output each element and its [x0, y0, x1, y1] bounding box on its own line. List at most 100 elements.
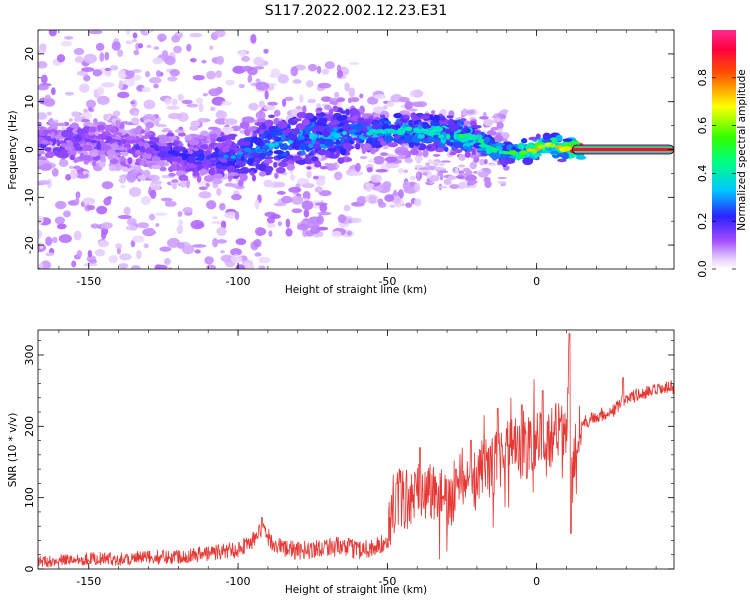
spectrogram-ridge-cell: [249, 152, 261, 157]
spectrogram-noise-cell: [328, 97, 338, 102]
spectrogram-noise-cell: [458, 154, 466, 162]
spectrogram-ridge-cell: [449, 151, 457, 156]
spectrogram-ridge-cell: [151, 164, 162, 170]
spectrogram-noise-cell: [373, 94, 387, 100]
spectrogram-noise-cell: [303, 209, 310, 218]
spectrogram-ridge-cell: [273, 149, 284, 155]
spectrogram-noise-cell: [334, 91, 340, 98]
spectrogram-noise-cell: [297, 223, 310, 231]
spectrogram-noise-cell: [99, 52, 105, 62]
spectrogram-noise-cell: [359, 93, 364, 99]
spectrogram-tone-outline: [572, 144, 674, 155]
spectrogram-noise-cell: [62, 210, 71, 218]
spectrogram-noise-cell: [94, 248, 106, 257]
spectrogram-ridge-cell: [53, 119, 59, 123]
spectrogram-noise-cell: [276, 191, 286, 195]
spectrogram-ridge-cell: [251, 174, 257, 182]
spectrogram-noise-cell: [123, 206, 131, 216]
spectrogram-y-ticks: -20 -10 0 10 20: [23, 29, 674, 270]
spectrogram-ridge-cell: [448, 123, 459, 132]
spectrogram-noise-cell: [197, 181, 207, 185]
spectrogram-noise-cell: [143, 99, 156, 110]
spectrogram-noise-cell: [306, 170, 312, 179]
spectrogram-ridge-cell: [377, 137, 384, 142]
spectrogram-noise-cell: [250, 33, 257, 44]
spectrogram-noise-cell: [133, 49, 140, 56]
spectrogram-noise-cell: [254, 199, 260, 210]
colorbar-ticks: 0.0 0.2 0.4 0.6 0.8: [696, 69, 736, 278]
spectrogram-x-tick-label: 0: [533, 275, 540, 288]
spectrogram-noise-cell: [443, 178, 452, 186]
spectrogram-noise-cell: [173, 45, 182, 54]
spectrogram-noise-cell: [255, 81, 270, 91]
spectrogram-noise-cell: [181, 99, 193, 105]
spectrogram-noise-cell: [438, 161, 445, 167]
spectrogram-ridge-cell: [308, 143, 314, 149]
spectrogram-noise-cell: [190, 219, 205, 230]
spectrogram-noise-cell: [258, 100, 265, 109]
spectrogram-ridge-cell: [141, 135, 150, 140]
spectrogram-noise-cell: [473, 155, 480, 163]
spectrogram-noise-cell: [87, 250, 93, 258]
spectrogram-ridge-cell: [421, 140, 431, 144]
spectrogram-ridge-cell: [239, 173, 248, 182]
spectrogram-ridge-cell: [334, 145, 344, 149]
spectrogram-noise-cell: [38, 180, 50, 185]
spectrogram-noise-cell: [462, 108, 469, 117]
spectrogram-ridge-cell: [46, 151, 55, 159]
spectrogram-ridge-cell: [340, 120, 350, 124]
spectrogram-noise-cell: [194, 249, 201, 254]
spectrogram-noise-cell: [117, 91, 130, 99]
spectrogram-ridge-cell: [83, 108, 89, 113]
spectrogram-ridge-cell: [127, 157, 133, 165]
spectrogram-ridge-cell: [139, 146, 146, 154]
spectrogram-ridge-cell: [188, 138, 200, 146]
spectrogram-ridge-cell: [68, 165, 74, 170]
spectrogram-ridge-cell: [349, 96, 360, 103]
spectrogram-noise-cell: [366, 166, 373, 173]
spectrogram-ridge-cell: [100, 144, 111, 151]
spectrogram-noise-cell: [434, 167, 445, 171]
spectrogram-ridge-cell: [324, 138, 335, 147]
spectrogram-ridge-cell: [220, 158, 228, 163]
spectrogram-ridge-core: [537, 144, 546, 149]
spectrogram-noise-cell: [136, 249, 142, 260]
spectrogram-ridge-cell: [499, 153, 509, 159]
spectrogram-noise-cell: [455, 175, 465, 179]
spectrogram-noise-cell: [38, 61, 48, 69]
spectrogram-ridge-cell: [56, 122, 67, 127]
spectrogram-ridge-cell: [277, 120, 288, 129]
spectrogram-noise-cell: [106, 196, 113, 200]
spectrogram-ridge-cell: [372, 142, 378, 146]
spectrogram-ridge-cell: [224, 160, 236, 168]
spectrogram-noise-cell: [70, 169, 78, 180]
spectrogram-ridge-cell: [89, 139, 98, 144]
spectrogram-noise-cell: [131, 264, 141, 269]
spectrogram-ridge-cell: [47, 119, 53, 124]
spectrogram-ridge-cell: [134, 161, 140, 166]
colorbar-tick-label: 0.0: [696, 260, 709, 278]
spectrogram-ridge-core: [508, 150, 517, 155]
spectrogram-ridge-cell: [471, 148, 476, 156]
spectrogram-ridge-cell: [230, 135, 236, 141]
spectrogram-ridge-cell: [411, 114, 419, 122]
spectrogram-ridge-cell: [205, 182, 210, 188]
spectrogram-ridge-cell: [112, 110, 121, 117]
spectrogram-noise-cell: [317, 211, 332, 216]
colorbar-gradient: [712, 30, 736, 269]
spectrogram-noise-cell: [384, 156, 398, 163]
spectrogram-noise-cell: [302, 191, 311, 201]
spectrogram-ridge-core: [469, 134, 478, 140]
spectrogram-noise-cell: [290, 174, 296, 181]
spectrogram-ridge-cell: [417, 133, 425, 139]
spectrogram-ridge-cell: [73, 165, 81, 170]
spectrogram-noise-cell: [333, 171, 343, 181]
spectrogram-noise-cell: [38, 215, 44, 225]
spectrogram-ridge-core: [287, 140, 294, 144]
spectrogram-noise-cell: [368, 195, 377, 204]
spectrogram-noise-cell: [320, 96, 333, 102]
snr-x-tick-label: 0: [533, 575, 540, 588]
spectrogram-ridge-cell: [446, 133, 451, 140]
spectrogram-ridge-cell: [238, 179, 244, 187]
spectrogram-noise-cell: [206, 70, 217, 80]
